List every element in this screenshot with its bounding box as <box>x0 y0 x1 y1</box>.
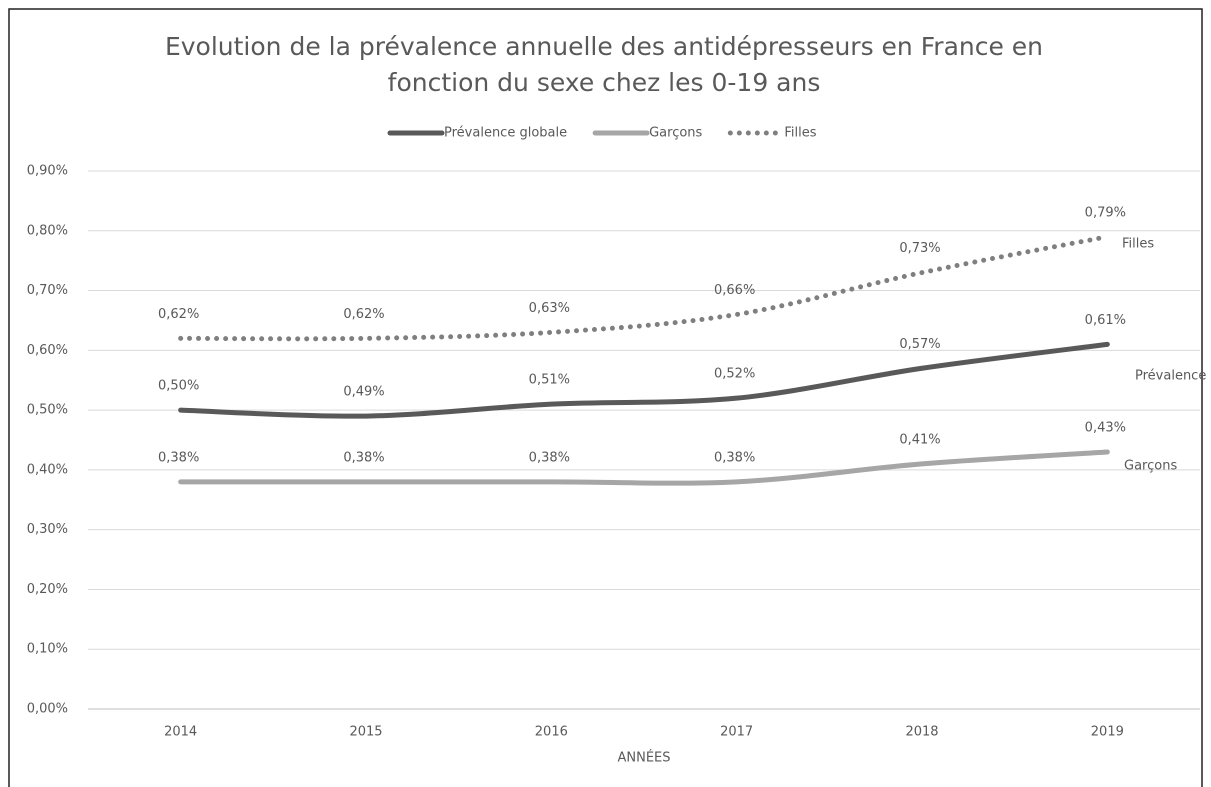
x-axis-label: ANNÉES <box>617 750 670 766</box>
y-tick-label: 0,80% <box>27 223 68 238</box>
data-label: 0,79% <box>1085 205 1126 220</box>
data-label: 0,49% <box>343 385 384 400</box>
x-tick-label: 2018 <box>905 725 938 740</box>
x-tick-label: 2016 <box>535 725 568 740</box>
frame <box>8 8 1203 787</box>
data-label: 0,62% <box>343 307 384 322</box>
y-tick-label: 0,50% <box>27 403 68 418</box>
title-line: Evolution de la prévalence annuelle des … <box>165 32 1043 61</box>
data-label: 0,66% <box>714 283 755 298</box>
y-tick-label: 0,60% <box>27 343 68 358</box>
data-label: 0,38% <box>158 450 199 465</box>
series-end-label: Filles <box>1122 237 1154 252</box>
legend-label: Prévalence globale <box>444 126 567 141</box>
series-end-label: Garçons <box>1124 459 1177 474</box>
x-tick-label: 2019 <box>1091 725 1124 740</box>
x-tick-label: 2014 <box>164 725 197 740</box>
y-tick-label: 0,10% <box>27 642 68 657</box>
data-label: 0,41% <box>899 432 940 447</box>
x-tick-label: 2017 <box>720 725 753 740</box>
y-tick-label: 0,90% <box>27 164 68 179</box>
data-label: 0,51% <box>529 373 570 388</box>
data-label: 0,50% <box>158 379 199 394</box>
chart-title: Evolution de la prévalence annuelle des … <box>165 32 1043 97</box>
y-tick-label: 0,40% <box>27 462 68 477</box>
data-label: 0,73% <box>899 241 940 256</box>
series-end-label: Prévalence globale <box>1135 369 1211 384</box>
series-line <box>178 234 1110 342</box>
data-label: 0,57% <box>899 337 940 352</box>
y-tick-label: 0,20% <box>27 582 68 597</box>
y-tick-label: 0,70% <box>27 283 68 298</box>
y-tick-label: 0,30% <box>27 522 68 537</box>
y-tick-label: 0,00% <box>27 702 68 717</box>
legend-label: Filles <box>784 126 816 141</box>
data-label: 0,62% <box>158 307 199 322</box>
data-label: 0,43% <box>1085 420 1126 435</box>
title-line: fonction du sexe chez les 0-19 ans <box>388 68 821 97</box>
data-label: 0,38% <box>343 450 384 465</box>
x-tick-label: 2015 <box>349 725 382 740</box>
data-label: 0,52% <box>714 367 755 382</box>
data-label: 0,61% <box>1085 313 1126 328</box>
data-label: 0,63% <box>529 301 570 316</box>
data-label: 0,38% <box>529 450 570 465</box>
legend-label: Garçons <box>649 126 702 141</box>
series-line <box>178 341 1110 419</box>
data-label: 0,38% <box>714 450 755 465</box>
series-line <box>178 449 1110 486</box>
